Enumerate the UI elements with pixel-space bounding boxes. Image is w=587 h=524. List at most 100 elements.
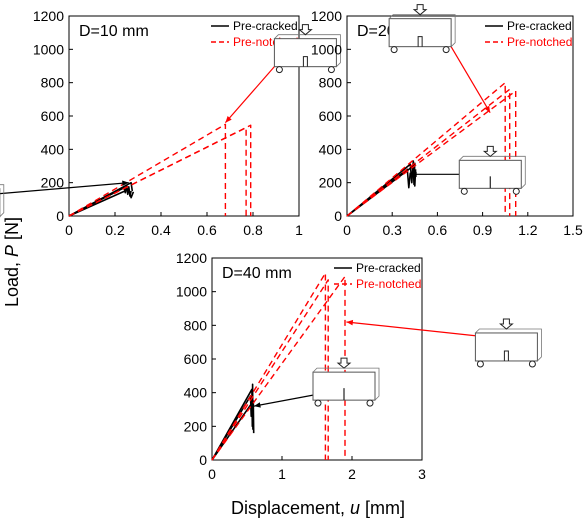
beam-schematic-cracked — [458, 145, 526, 195]
annotation-arrowhead — [225, 116, 232, 123]
series-line-pre-notched — [211, 272, 327, 461]
y-axis-label-unit: [N] — [2, 217, 22, 245]
y-tick-label: 200 — [184, 418, 208, 434]
x-axis-label: Displacement, u [mm] — [231, 498, 405, 518]
x-axis-label-var: u — [350, 498, 360, 518]
support-roller-right — [327, 66, 335, 74]
beam-depth — [0, 184, 5, 217]
legend-label-pre-notched: Pre-notched — [507, 35, 572, 49]
y-tick-label: 400 — [319, 141, 343, 157]
load-arrow-icon — [482, 145, 498, 157]
y-tick-label: 1000 — [176, 284, 207, 300]
x-tick-label: 3 — [418, 466, 426, 482]
x-tick-label: 0 — [343, 222, 351, 238]
y-tick-label: 600 — [41, 108, 65, 124]
legend-label-pre-cracked: Pre-cracked — [507, 19, 572, 33]
x-tick-label: 0.4 — [151, 222, 171, 238]
series-line-pre-notched — [211, 275, 346, 461]
series-line-pre-cracked — [211, 383, 254, 461]
beam-schematic-notched — [474, 318, 542, 368]
beam-body — [474, 332, 538, 362]
support-roller-left — [275, 66, 283, 74]
y-tick-label: 200 — [41, 175, 65, 191]
x-tick-label: 1 — [278, 466, 286, 482]
y-tick-label: 400 — [41, 141, 65, 157]
y-tick-label: 1000 — [311, 41, 342, 57]
y-tick-label: 0 — [334, 208, 342, 224]
beam-depth — [458, 155, 526, 189]
notch-mark — [302, 56, 308, 67]
legend-label-pre-cracked: Pre-cracked — [233, 19, 298, 33]
beam-depth — [274, 34, 341, 67]
x-tick-label: 0 — [208, 466, 216, 482]
annotation-arrow — [253, 394, 314, 407]
legend: Pre-cracked Pre-notched — [356, 261, 421, 291]
load-arrow-icon — [499, 318, 514, 330]
y-tick-label: 1200 — [33, 8, 64, 24]
support-roller-left — [314, 399, 322, 407]
panel-d40: D=40 mm Pre-cracked Pre-notched 0 1 2 3 0 200… — [176, 250, 542, 482]
legend-label-pre-cracked: Pre-cracked — [356, 261, 421, 275]
annotation-arrow — [450, 46, 491, 113]
support-roller-left — [460, 187, 468, 195]
y-tick-label: 0 — [199, 452, 207, 468]
x-tick-label: 2 — [348, 466, 356, 482]
x-tick-label: 0.9 — [473, 222, 493, 238]
annotation-arrow — [346, 321, 476, 337]
series-line-pre-cracked — [211, 395, 253, 461]
beam-depth — [312, 367, 380, 401]
legend: Pre-cracked Pre-notched — [507, 19, 572, 49]
series-line-pre-cracked — [346, 160, 417, 217]
y-tick-label: 400 — [184, 385, 208, 401]
y-tick-label: 200 — [319, 175, 343, 191]
annotation-arrowhead — [346, 319, 354, 326]
panel-d20: D=20 mm Pre-cracked Pre-notched 00.30.60… — [311, 4, 583, 238]
x-tick-label: 1.2 — [518, 222, 538, 238]
support-roller-left — [390, 46, 398, 54]
y-tick-label: 1200 — [176, 250, 207, 266]
series-line-pre-notched — [68, 123, 227, 217]
beam-schematic-notched — [273, 24, 341, 74]
y-tick-label: 600 — [184, 351, 208, 367]
load-arrow-icon — [412, 4, 428, 16]
y-axis-label-var: P — [2, 245, 22, 257]
beam-body — [273, 38, 337, 68]
notch-mark — [417, 36, 423, 47]
annotation-arrow — [224, 66, 275, 124]
annotation-arrow — [0, 182, 129, 195]
panel-title: D=10 mm — [79, 23, 149, 40]
y-tick-label: 0 — [56, 208, 64, 224]
y-tick-label: 1000 — [33, 41, 64, 57]
annotation-arrowhead — [410, 171, 417, 178]
annotation-arrowhead — [254, 402, 261, 408]
support-roller-left — [476, 360, 484, 368]
x-tick-label: 1 — [295, 222, 303, 238]
legend-label-pre-notched: Pre-notched — [356, 277, 421, 291]
beam-schematic-notched — [388, 4, 456, 54]
y-tick-label: 1200 — [311, 8, 342, 24]
beam-depth — [475, 328, 542, 362]
beam-depth — [388, 14, 456, 47]
x-axis-label-unit: [mm] — [360, 498, 405, 518]
x-tick-label: 0.2 — [105, 222, 125, 238]
beam-body — [458, 159, 522, 189]
y-tick-label: 600 — [319, 108, 343, 124]
series-line-pre-notched — [346, 81, 506, 217]
x-axis-label-prefix: Displacement, — [231, 498, 350, 518]
y-axis-label: Load, P [N] — [2, 217, 22, 307]
series-line-pre-notched — [211, 279, 329, 461]
annotation-arrowhead — [122, 180, 129, 186]
series-line-pre-notched — [68, 124, 252, 217]
load-arrow-icon — [336, 357, 352, 369]
x-tick-label: 0.6 — [428, 222, 448, 238]
x-tick-label: 0 — [65, 222, 73, 238]
y-tick-label: 800 — [41, 75, 65, 91]
x-tick-label: 0.3 — [382, 222, 402, 238]
support-roller-right — [442, 46, 450, 54]
beam-schematic-cracked — [0, 184, 5, 218]
x-tick-label: 0.6 — [197, 222, 217, 238]
panel-d10: D=10 mm Pre-cracked Pre-notched 0 0.2 0.4 0… — [0, 8, 341, 238]
panel-title: D=40 mm — [222, 265, 292, 282]
support-roller-right — [366, 399, 374, 407]
